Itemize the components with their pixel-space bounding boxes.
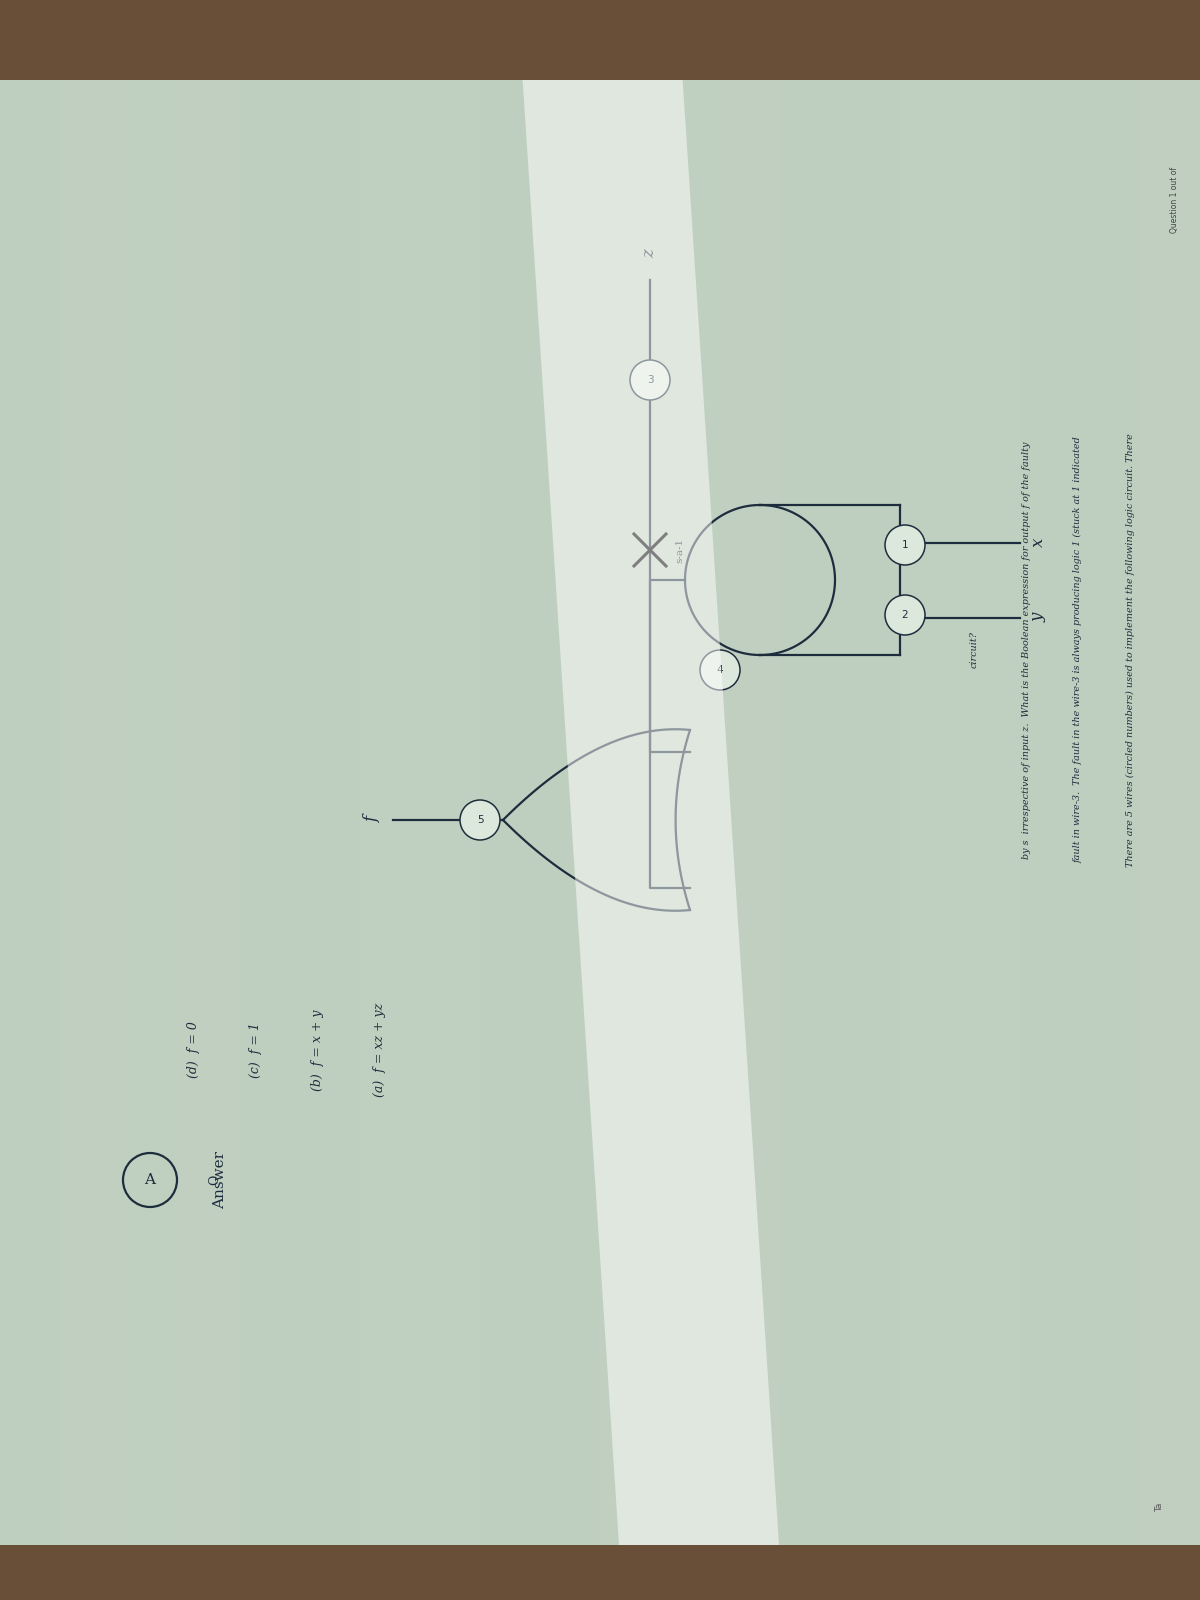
Text: s-a-1: s-a-1: [674, 538, 684, 563]
Polygon shape: [520, 40, 780, 1560]
Text: x: x: [1030, 538, 1046, 547]
Circle shape: [886, 525, 925, 565]
Bar: [0, 0, 60, 1600]
Bar: [780, 0, 840, 1600]
Bar: [120, 0, 180, 1600]
Text: 1: 1: [901, 541, 908, 550]
Circle shape: [886, 595, 925, 635]
Text: Answer: Answer: [214, 1150, 227, 1210]
Text: A: A: [144, 1173, 156, 1187]
Bar: [840, 0, 900, 1600]
Text: O: O: [209, 1174, 222, 1186]
Bar: [540, 0, 600, 1600]
Text: 3: 3: [647, 374, 653, 386]
Text: (a)  f = xz + yz: (a) f = xz + yz: [373, 1003, 386, 1098]
Bar: [900, 0, 960, 1600]
Text: 4: 4: [716, 666, 724, 675]
Bar: [720, 0, 780, 1600]
Circle shape: [460, 800, 500, 840]
Bar: [300, 0, 360, 1600]
Text: (d)  f = 0: (d) f = 0: [187, 1021, 200, 1078]
Text: by s  irrespective of input z.  What is the Boolean expression for output f of t: by s irrespective of input z. What is th…: [1021, 442, 1031, 859]
Bar: [420, 0, 480, 1600]
Bar: [600, 0, 660, 1600]
Text: 2: 2: [901, 610, 908, 619]
Text: Question 1 out of: Question 1 out of: [1170, 166, 1180, 234]
Bar: [1080, 0, 1140, 1600]
Bar: [60, 0, 120, 1600]
Bar: [0, 1546, 1200, 1600]
Circle shape: [630, 360, 670, 400]
Text: circuit?: circuit?: [970, 632, 978, 669]
Text: z: z: [642, 250, 659, 258]
Bar: [960, 0, 1020, 1600]
Text: (c)  f = 1: (c) f = 1: [250, 1022, 263, 1078]
Text: y: y: [1030, 613, 1046, 622]
Bar: [360, 0, 420, 1600]
Bar: [0, 0, 1200, 80]
Bar: [1020, 0, 1080, 1600]
Bar: [240, 0, 300, 1600]
Text: f: f: [364, 818, 380, 822]
Text: 5: 5: [476, 814, 484, 826]
Text: fault in wire-3.  The fault in the wire-3 is always producing logic 1 (stuck at : fault in wire-3. The fault in the wire-3…: [1074, 437, 1082, 864]
Bar: [660, 0, 720, 1600]
Text: Ta: Ta: [1156, 1502, 1164, 1512]
Bar: [1140, 0, 1200, 1600]
Text: There are 5 wires (circled numbers) used to implement the following logic circui: There are 5 wires (circled numbers) used…: [1126, 434, 1134, 867]
Bar: [180, 0, 240, 1600]
Circle shape: [700, 650, 740, 690]
Bar: [480, 0, 540, 1600]
Text: (b)  f = x + y: (b) f = x + y: [312, 1010, 324, 1091]
